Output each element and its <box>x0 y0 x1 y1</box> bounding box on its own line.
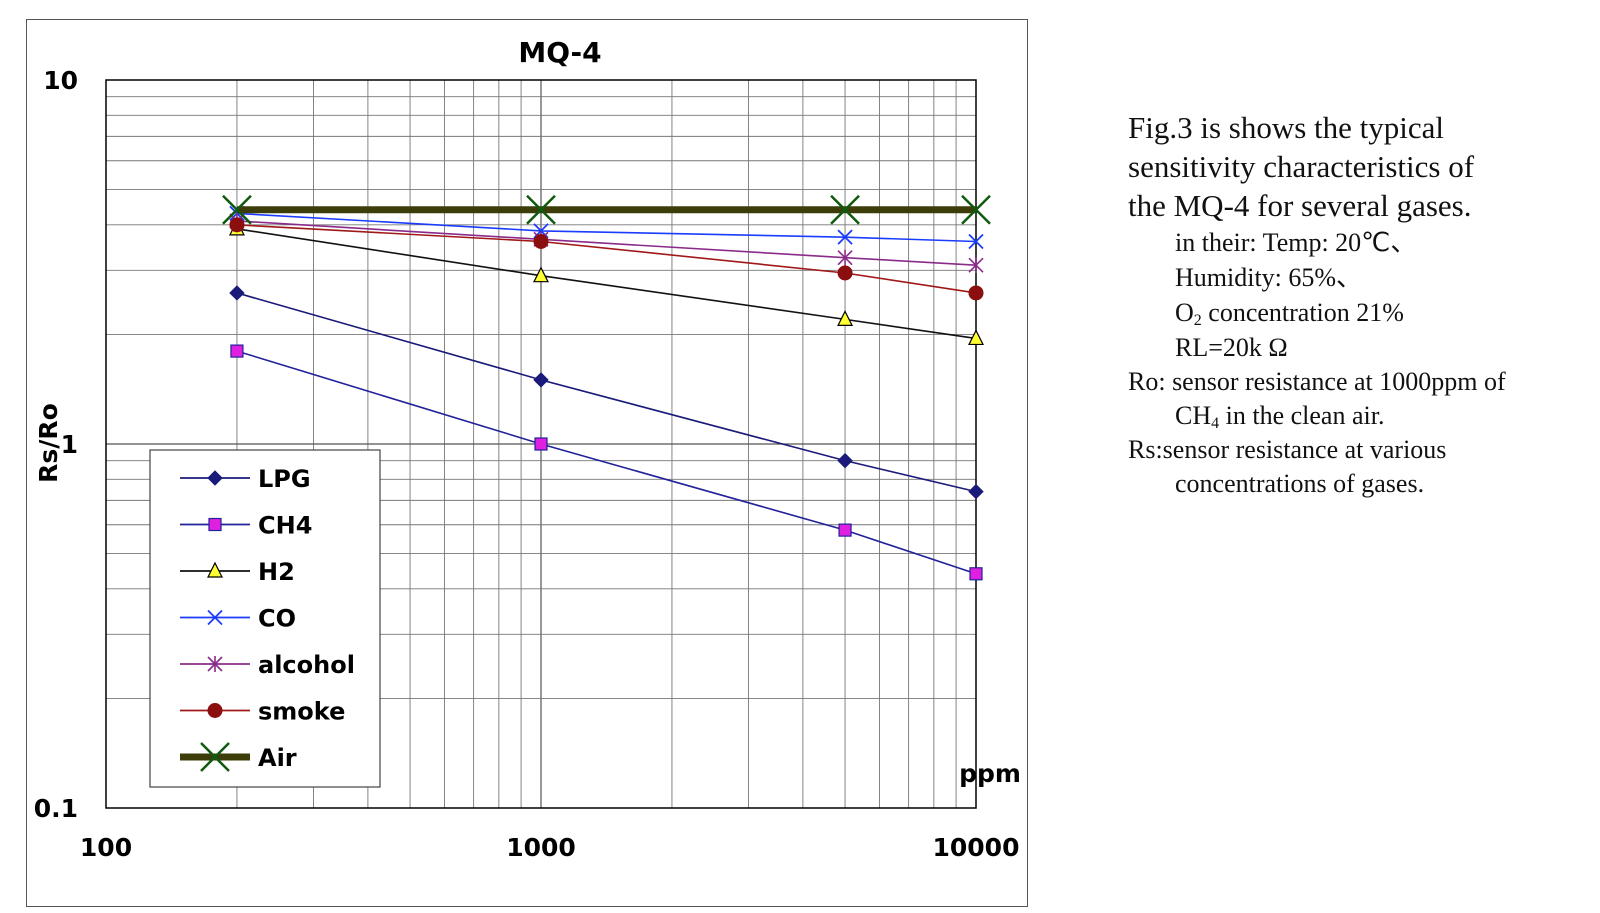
data-point <box>207 656 223 672</box>
data-point <box>207 703 223 718</box>
data-point <box>969 567 983 581</box>
y-tick-label: 0.1 <box>34 794 78 823</box>
ro-definition: Ro: sensor resistance at 1000ppm of <box>1128 367 1506 396</box>
legend-box <box>149 449 381 788</box>
data-point-stroke <box>968 233 984 250</box>
data-point-stroke <box>200 742 230 772</box>
data-point <box>533 234 549 250</box>
data-point <box>534 437 548 451</box>
legend-label: CO <box>258 605 296 633</box>
data-point <box>207 561 223 578</box>
legend-label: Air <box>258 744 297 772</box>
data-point-stroke <box>222 194 252 225</box>
data-point <box>968 285 984 301</box>
description-line: Fig.3 is shows the typical <box>1128 110 1445 145</box>
legend-label: LPG <box>258 465 311 493</box>
description-line: the MQ-4 for several gases. <box>1128 188 1472 223</box>
series-line <box>236 212 977 243</box>
methane-subscript: 4 <box>1211 415 1220 432</box>
series-alcohol <box>229 212 984 274</box>
data-point <box>968 257 984 274</box>
series-layer <box>222 194 991 581</box>
rs-definition-cont: concentrations of gases. <box>1175 469 1425 498</box>
data-point <box>229 217 245 233</box>
ro-definition-cont: CH4 in the clean air. <box>1175 399 1588 433</box>
legend-label: CH4 <box>258 512 312 540</box>
methane-symbol: CH <box>1175 401 1212 430</box>
series-lpg <box>229 285 984 500</box>
data-point <box>837 229 853 245</box>
data-point <box>533 266 549 283</box>
data-point-stroke <box>207 609 223 626</box>
series-ch4 <box>230 344 983 581</box>
series-line <box>236 350 977 575</box>
data-point <box>838 523 852 537</box>
legend-item: alcohol <box>180 651 355 679</box>
series-line <box>236 228 977 340</box>
series-h2 <box>228 219 984 346</box>
x-axis-label: ppm <box>959 759 1021 788</box>
legend-item: H2 <box>180 558 295 586</box>
data-point-stroke <box>526 194 556 225</box>
x-tick-label: 1000 <box>506 833 576 862</box>
chart-frame <box>26 19 1028 907</box>
legend-item: smoke <box>180 698 345 726</box>
x-tick-label: 10000 <box>933 833 1020 862</box>
legend-label: alcohol <box>258 651 355 679</box>
data-point <box>961 194 991 225</box>
condition-oxygen: O2 concentration 21% <box>1175 295 1588 330</box>
chart-svg: MQ-4 Rs/Ro ppm 100 1000 10000 0.1 1 10 LPG CH4… <box>34 36 1021 862</box>
ro-definition-tail: in the clean air. <box>1219 401 1385 430</box>
data-point <box>837 249 853 266</box>
data-point <box>830 194 860 225</box>
data-point <box>222 194 252 225</box>
legend-item: CO <box>180 605 296 633</box>
data-point <box>207 470 223 486</box>
series-air <box>222 194 991 225</box>
series-line <box>236 224 977 294</box>
data-point <box>968 233 984 250</box>
data-point <box>968 329 984 346</box>
data-point <box>533 372 549 388</box>
data-point <box>200 742 230 772</box>
data-point-stroke <box>830 194 860 225</box>
legend-item: LPG <box>180 465 311 493</box>
condition-temperature: in their: Temp: 20℃、 <box>1175 228 1417 257</box>
data-point <box>526 194 556 225</box>
figure-description: Fig.3 is shows the typical sensitivity c… <box>1128 108 1588 501</box>
data-point-stroke <box>837 229 853 245</box>
data-point <box>837 452 853 469</box>
data-point <box>837 310 854 326</box>
legend-label: smoke <box>258 698 345 726</box>
legend: LPG CH4 H2 CO alcohol smoke Air <box>149 449 381 788</box>
data-point <box>968 483 984 500</box>
data-point-stroke <box>961 194 991 225</box>
chart-title: MQ-4 <box>518 36 601 69</box>
tick-labels: 100 1000 10000 0.1 1 10 <box>34 66 1020 862</box>
x-tick-label: 100 <box>80 833 132 862</box>
data-point <box>208 517 222 532</box>
series-line <box>236 292 977 493</box>
series-smoke <box>229 217 984 301</box>
condition-humidity: Humidity: 65%、 <box>1175 263 1363 292</box>
legend-item: CH4 <box>180 512 312 540</box>
oxygen-text: concentration 21% <box>1201 298 1404 327</box>
data-point <box>230 344 244 358</box>
rs-definition: Rs:sensor resistance at various <box>1128 435 1447 464</box>
description-line: sensitivity characteristics of <box>1128 149 1475 184</box>
plot-area-border <box>105 79 977 809</box>
y-tick-label: 10 <box>43 66 78 95</box>
condition-load-resistance: RL=20k Ω <box>1175 333 1288 362</box>
legend-label: H2 <box>258 558 295 586</box>
series-line <box>236 220 977 266</box>
data-point <box>837 265 853 281</box>
data-point <box>207 609 223 626</box>
oxygen-subscript: 2 <box>1193 312 1202 329</box>
data-point <box>229 285 245 301</box>
y-tick-label: 1 <box>61 430 78 459</box>
legend-item: Air <box>180 742 297 772</box>
oxygen-symbol: O <box>1175 298 1194 327</box>
y-axis-label: Rs/Ro <box>34 403 63 483</box>
